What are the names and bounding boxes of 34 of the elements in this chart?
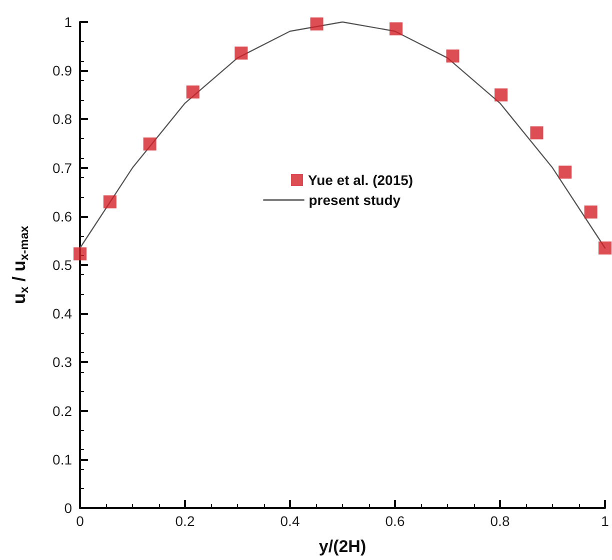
y-tick-label: 0.5 [52, 257, 72, 273]
x-tick-label: 0.4 [280, 513, 300, 529]
y-tick-label: 0.2 [52, 402, 72, 419]
point [143, 137, 156, 150]
point [446, 50, 460, 63]
point [103, 195, 116, 208]
point [390, 22, 403, 36]
point [584, 206, 598, 219]
y-tick-label: 1 [64, 14, 72, 30]
legend-label: present study [308, 192, 401, 208]
point [234, 46, 248, 60]
point [558, 166, 572, 179]
point [310, 17, 324, 30]
x-tick-label: 0 [76, 513, 84, 529]
x-tick-label: 0.8 [490, 513, 510, 529]
legend-label: Yue et al. (2015) [308, 172, 414, 188]
point [186, 85, 200, 98]
point [494, 88, 508, 102]
y-tick-label: 0.1 [52, 451, 72, 468]
y-tick-label: 0.6 [52, 208, 72, 224]
x-tick-label: 1 [601, 513, 610, 529]
point [74, 247, 86, 260]
x-tick-label: 0.6 [385, 513, 405, 529]
y-tick-label: 0.9 [52, 62, 72, 79]
point [598, 241, 612, 254]
y-tick-label: 0.3 [52, 354, 72, 370]
x-axis-title: y/(2H) [318, 537, 366, 556]
x-tick-label: 0.2 [175, 513, 195, 529]
y-tick-label: 0.8 [52, 111, 72, 128]
y-axis-title: ux / ux-max [9, 225, 31, 304]
y-tick-label: 0 [64, 500, 72, 516]
point [530, 126, 544, 140]
y-tick-label: 0.4 [52, 306, 72, 322]
y-tick-label: 0.7 [52, 160, 72, 176]
